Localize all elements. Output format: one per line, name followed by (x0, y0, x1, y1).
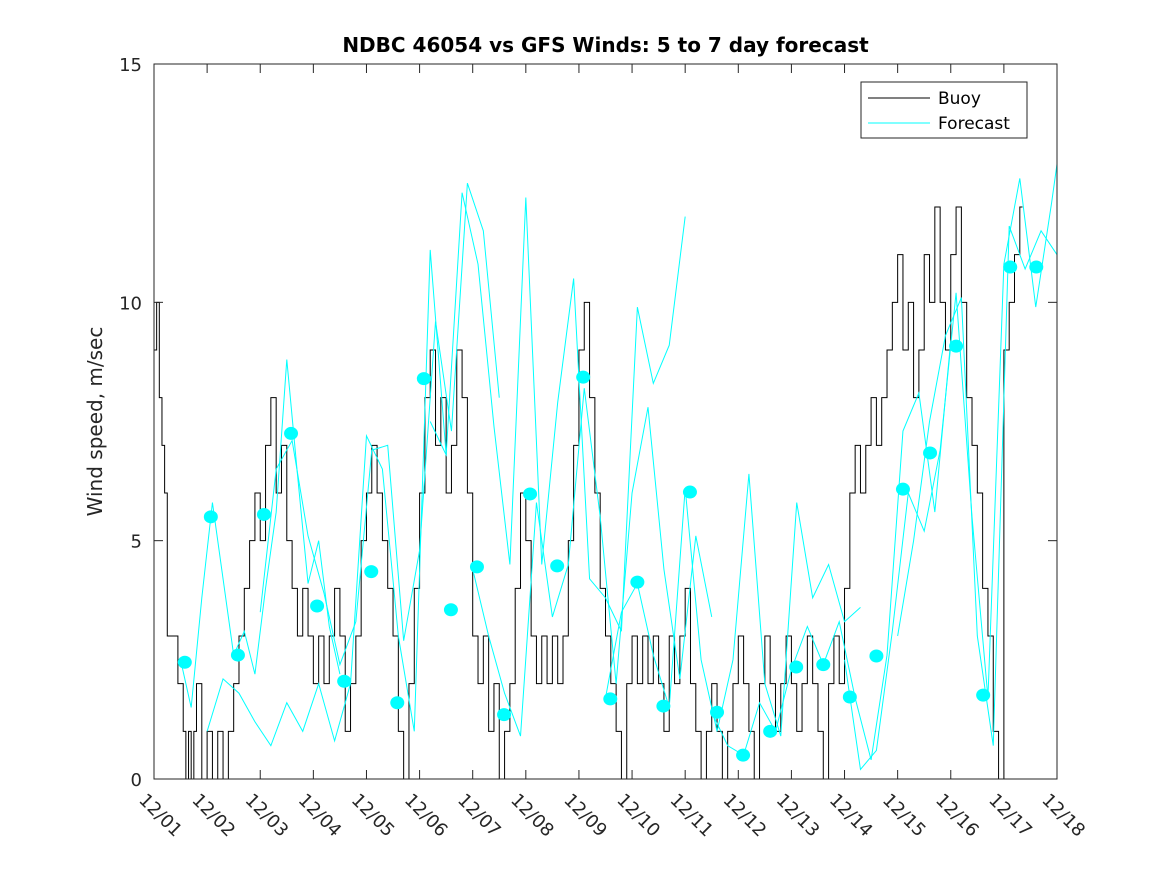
forecast-marker (869, 649, 884, 663)
forecast-marker (816, 658, 831, 672)
legend: Buoy Forecast (860, 81, 1028, 139)
forecast-marker (337, 674, 352, 688)
forecast-series-line (429, 192, 686, 632)
forecast-marker (390, 696, 405, 710)
forecast-series-line (180, 359, 341, 708)
forecast-marker (550, 559, 565, 573)
forecast-marker (284, 426, 299, 440)
forecast-marker (895, 482, 910, 496)
forecast-marker (1003, 260, 1018, 274)
forecast-marker (789, 660, 804, 674)
forecast-marker (416, 372, 431, 386)
forecast-marker (203, 510, 218, 524)
y-tick-label: 5 (131, 532, 142, 553)
forecast-marker (177, 655, 192, 669)
forecast-marker (763, 724, 778, 738)
forecast-series-line (472, 388, 713, 737)
forecast-series-line (897, 225, 1057, 746)
legend-label-buoy: Buoy (938, 89, 981, 109)
forecast-marker (656, 699, 671, 713)
forecast-marker (603, 692, 618, 706)
plot-area (154, 64, 1057, 779)
y-axis-label: Wind speed, m/sec (83, 327, 107, 517)
plot-frame (153, 63, 1058, 780)
forecast-marker (923, 446, 938, 460)
forecast-marker (230, 648, 245, 662)
forecast-marker (310, 599, 325, 613)
series-layer (154, 164, 1057, 779)
forecast-marker (736, 748, 751, 762)
forecast-marker (1029, 260, 1044, 274)
forecast-marker (256, 507, 271, 521)
legend-label-forecast: Forecast (938, 114, 1010, 134)
forecast-series-line (206, 249, 447, 747)
forecast-marker (710, 705, 725, 719)
y-tick-label: 10 (119, 293, 142, 314)
forecast-marker (469, 560, 484, 574)
y-tick-label: 15 (119, 55, 142, 76)
forecast-marker (497, 708, 512, 722)
forecast-marker (682, 485, 697, 499)
y-tick-label: 0 (131, 770, 142, 791)
forecast-marker (576, 370, 591, 384)
forecast-series-line (711, 340, 952, 761)
forecast-marker (976, 688, 991, 702)
forecast-marker (630, 575, 645, 589)
forecast-marker (949, 339, 964, 353)
forecast-marker (842, 690, 857, 704)
forecast-marker (443, 603, 458, 617)
legend-box (860, 81, 1028, 139)
forecast-marker (364, 565, 379, 579)
forecast-series-line (259, 183, 500, 667)
forecast-marker (523, 487, 538, 501)
forecast-series-line (605, 473, 861, 737)
chart-title: NDBC 46054 vs GFS Winds: 5 to 7 day fore… (342, 33, 869, 57)
